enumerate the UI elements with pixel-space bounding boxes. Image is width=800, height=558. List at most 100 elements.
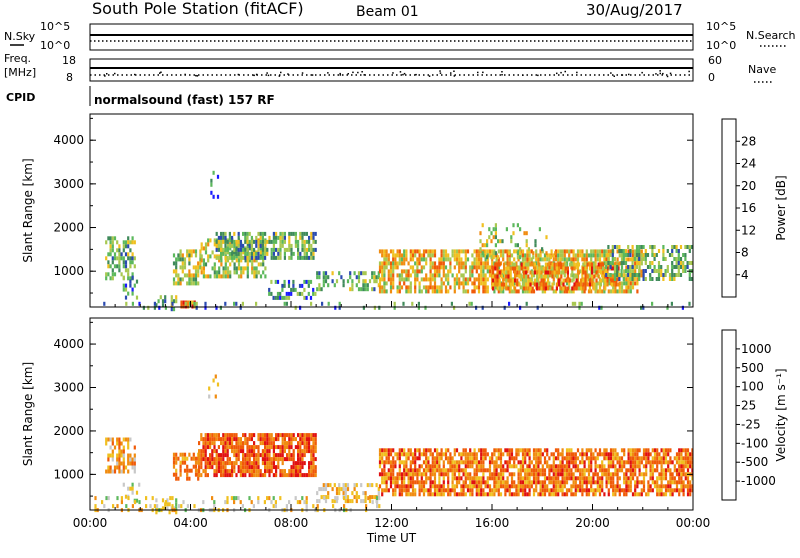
echo-cell xyxy=(541,484,544,489)
echo-cell xyxy=(645,472,648,477)
echo-cell xyxy=(504,448,507,453)
echo-cell xyxy=(248,258,252,263)
echo-cell xyxy=(592,456,595,461)
echo-cell xyxy=(281,231,284,236)
echo-cell xyxy=(277,255,280,260)
echo-cell xyxy=(195,305,198,310)
echo-cell xyxy=(316,271,319,276)
echo-cell xyxy=(264,242,267,247)
echo-cell xyxy=(250,437,253,442)
echo-cell xyxy=(398,472,401,477)
echo-cell xyxy=(460,476,463,481)
echo-cell xyxy=(496,270,499,275)
echo-cell xyxy=(409,480,412,485)
echo-cell xyxy=(349,275,352,280)
echo-cell xyxy=(398,277,401,282)
echo-cell xyxy=(192,265,195,270)
echo-cell xyxy=(550,464,553,469)
echo-cell xyxy=(497,249,500,254)
echo-cell xyxy=(508,301,511,306)
echo-cell xyxy=(678,488,681,493)
echo-cell xyxy=(381,285,384,290)
echo-cell xyxy=(125,301,128,306)
echo-cell xyxy=(209,445,212,450)
echo-cell xyxy=(122,275,125,280)
nave-marker xyxy=(357,71,359,74)
echo-cell xyxy=(658,488,661,493)
echo-cell xyxy=(671,492,674,497)
echo-cell xyxy=(586,262,589,267)
echo-cell xyxy=(394,480,397,485)
echo-cell xyxy=(593,262,596,267)
echo-cell xyxy=(400,460,404,465)
echo-cell xyxy=(629,257,632,262)
echo-cell xyxy=(519,468,522,473)
echo-cell xyxy=(596,464,599,469)
echo-cell xyxy=(251,258,254,263)
echo-cell xyxy=(491,472,494,477)
echo-cell xyxy=(215,433,218,438)
echo-cell xyxy=(592,480,595,485)
echo-cell xyxy=(427,253,430,258)
echo-cell xyxy=(684,245,687,249)
echo-cell xyxy=(633,277,636,281)
echo-cell xyxy=(222,274,225,279)
echo-cell xyxy=(533,270,536,275)
echo-cell xyxy=(609,273,612,277)
echo-cell xyxy=(131,236,134,241)
echo-cell xyxy=(551,266,554,271)
echo-cell xyxy=(190,249,193,254)
echo-cell xyxy=(521,460,525,465)
echo-cell xyxy=(679,261,683,265)
echo-cell xyxy=(581,484,584,489)
echo-cell xyxy=(383,273,386,278)
echo-cell xyxy=(475,468,478,473)
echo-cell xyxy=(525,286,528,291)
echo-cell xyxy=(629,468,632,473)
echo-cell xyxy=(175,265,178,270)
echo-cell xyxy=(301,291,304,296)
echo-cell xyxy=(582,278,585,283)
echo-cell xyxy=(669,476,672,481)
echo-cell xyxy=(416,480,419,485)
echo-cell xyxy=(277,235,280,240)
echo-cell xyxy=(609,265,612,269)
echo-cell xyxy=(658,492,661,497)
echo-cell xyxy=(422,460,426,465)
echo-cell xyxy=(183,265,187,270)
echo-cell xyxy=(598,492,602,497)
echo-cell xyxy=(403,448,406,453)
echo-cell xyxy=(122,264,125,269)
nave-marker xyxy=(327,72,329,74)
echo-cell xyxy=(314,437,317,442)
echo-cell xyxy=(444,253,448,258)
echo-cell xyxy=(118,248,121,253)
echo-cell xyxy=(233,433,236,438)
echo-cell xyxy=(398,492,401,497)
echo-cell xyxy=(218,258,221,263)
echo-cell xyxy=(314,291,317,296)
echo-cell xyxy=(124,295,128,300)
echo-cell xyxy=(279,453,282,458)
echo-cell xyxy=(231,258,234,263)
echo-cell xyxy=(590,253,593,258)
echo-cell xyxy=(618,273,621,277)
echo-cell xyxy=(563,249,566,254)
echo-cell xyxy=(498,278,501,283)
echo-cell xyxy=(638,245,641,249)
echo-cell xyxy=(688,273,691,277)
echo-cell xyxy=(612,452,615,457)
echo-cell xyxy=(385,448,388,453)
echo-cell xyxy=(175,281,178,286)
echo-cell xyxy=(246,247,249,252)
echo-cell xyxy=(530,468,533,473)
echo-cell xyxy=(268,473,271,478)
echo-cell xyxy=(568,472,571,477)
echo-cell xyxy=(175,476,178,481)
echo-cell xyxy=(429,261,432,266)
echo-cell xyxy=(283,255,286,260)
echo-cell xyxy=(275,457,278,462)
echo-cell xyxy=(224,473,227,478)
echo-cell xyxy=(109,453,112,458)
echo-cell xyxy=(385,249,388,254)
